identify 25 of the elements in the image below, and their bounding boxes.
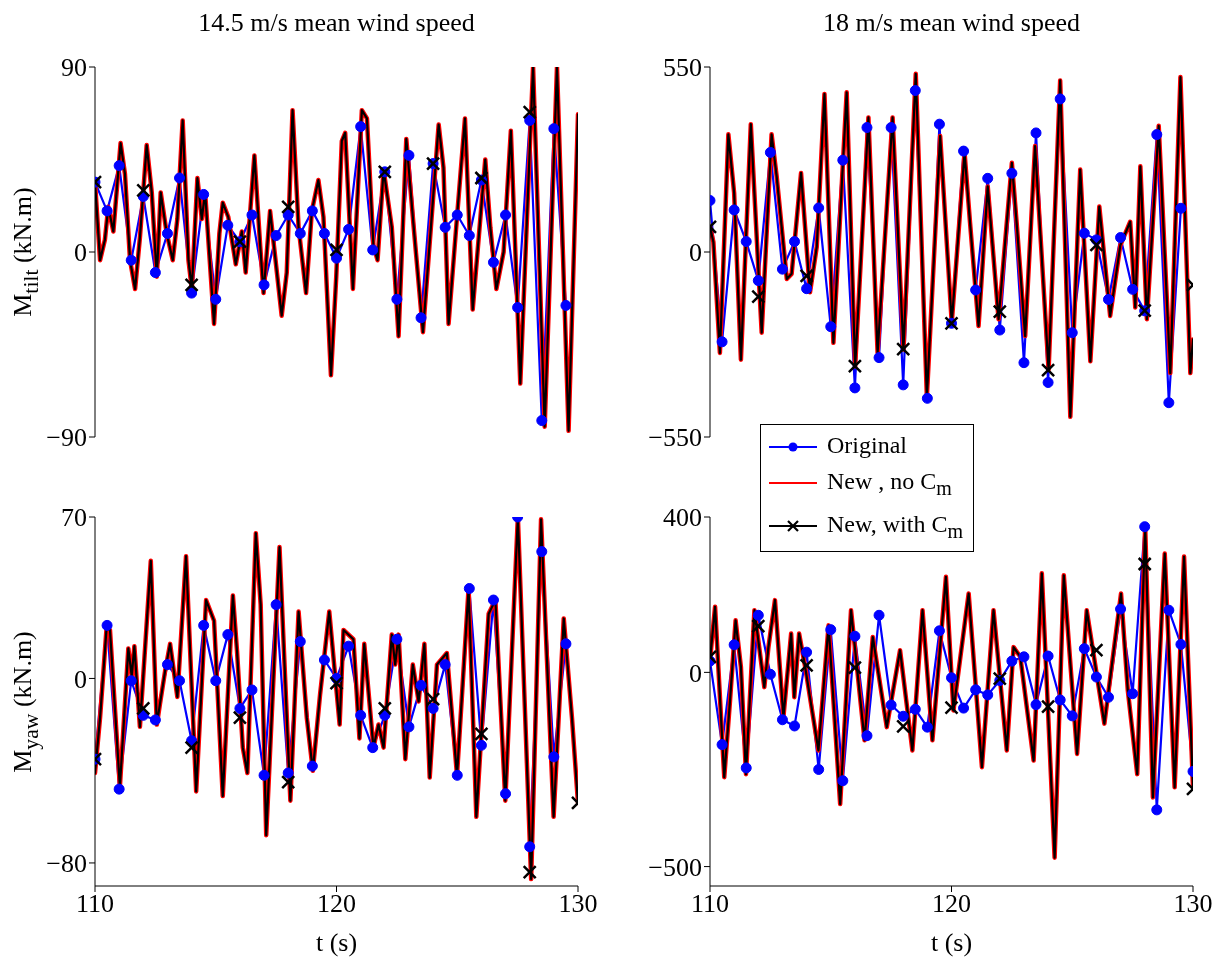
y-tick-label: −90 [46,423,87,453]
y-tick-label: 0 [74,664,87,694]
y-tick-label: 70 [61,503,87,533]
x-tick-label: 130 [1173,889,1213,919]
y-tick-label: −500 [648,852,702,882]
y-tick-label: 0 [689,658,702,688]
legend-label: New, with C$_{m}$ [827,510,963,542]
y-tick-label: −80 [46,849,87,879]
y-tick-label: 90 [61,53,87,83]
x-tick-label: 130 [558,889,598,919]
legend-label: New , no C$_{m}$ [827,468,952,499]
y-tick-label: 550 [663,53,702,83]
x-tick-label: 110 [690,889,730,919]
x-tick-label: 110 [75,889,115,919]
legend-label: Original [827,432,907,458]
chart-title: 14.5 m/s mean wind speed [197,8,476,38]
x-axis-title: t (s) [314,928,359,958]
y-tick-label: −550 [648,423,702,453]
y-tick-label: 400 [663,503,702,533]
x-tick-label: 120 [317,889,356,919]
y-tick-label: 0 [74,238,87,268]
x-tick-label: 120 [932,889,971,919]
chart-title: 18 m/s mean wind speed [821,8,1082,38]
x-axis-title: t (s) [929,928,974,958]
y-tick-label: 0 [689,238,702,268]
